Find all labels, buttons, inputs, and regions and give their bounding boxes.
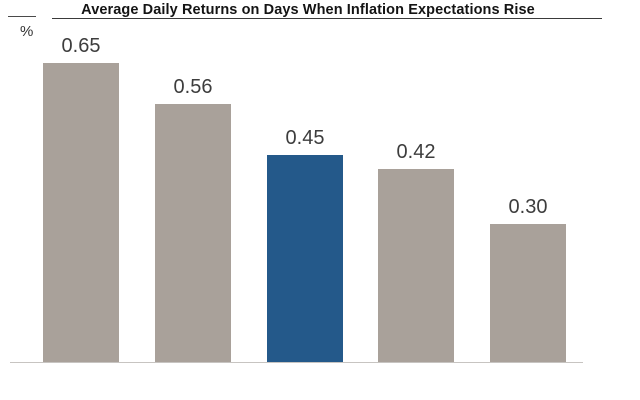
title-underline (52, 18, 602, 19)
y-axis-unit-label: % (20, 23, 34, 40)
bar-value-label: 0.45 (285, 127, 325, 149)
bar-value-label: 0.65 (61, 35, 101, 57)
bar-value-label: 0.56 (173, 76, 213, 98)
bar: 0.30 (490, 196, 566, 362)
bar: 0.65 (43, 35, 119, 362)
chart-title: Average Daily Returns on Days When Infla… (81, 2, 535, 18)
bar: 0.42 (378, 141, 454, 362)
x-axis-line (10, 362, 583, 363)
unit-axis-dash (8, 16, 36, 17)
bar: 0.56 (155, 76, 231, 362)
bar-value-label: 0.42 (396, 141, 436, 163)
bar-value-label: 0.30 (508, 196, 548, 218)
bar: 0.45 (267, 127, 343, 362)
